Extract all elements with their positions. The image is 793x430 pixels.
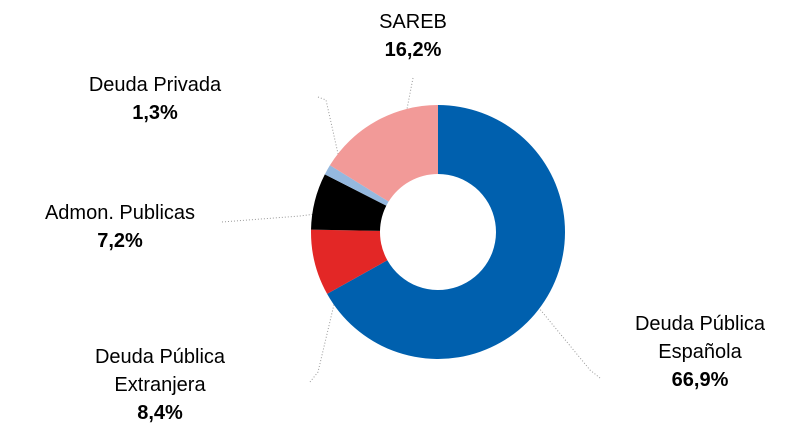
- value-label: 8,4%: [137, 402, 183, 424]
- slice-label: Deuda Pública Española 66,9%: [610, 310, 790, 394]
- slice-label: Admon. Publicas 7,2%: [30, 199, 210, 255]
- slice-label: Deuda Pública Extranjera 8,4%: [70, 343, 250, 427]
- leader-line: [317, 96, 344, 177]
- donut-slice: [329, 105, 438, 202]
- category-name: SAREB: [379, 11, 447, 33]
- donut-slice: [311, 174, 387, 231]
- category-name: Deuda Privada: [88, 74, 222, 96]
- donut-slice: [324, 165, 389, 206]
- slice-label: Deuda Privada 1,3%: [65, 71, 245, 127]
- leader-line: [519, 284, 601, 379]
- category-name: Admon. Publicas: [44, 202, 196, 224]
- category-name: Deuda Pública Extranjera: [94, 346, 226, 396]
- value-label: 16,2%: [384, 39, 442, 61]
- value-label: 7,2%: [97, 230, 143, 252]
- value-label: 1,3%: [132, 102, 178, 124]
- donut-slice: [310, 229, 388, 294]
- slice-label: SAREB 16,2%: [323, 8, 503, 64]
- category-name: Deuda Pública Española: [634, 313, 766, 363]
- donut-slice: [327, 105, 565, 360]
- value-label: 66,9%: [671, 369, 729, 391]
